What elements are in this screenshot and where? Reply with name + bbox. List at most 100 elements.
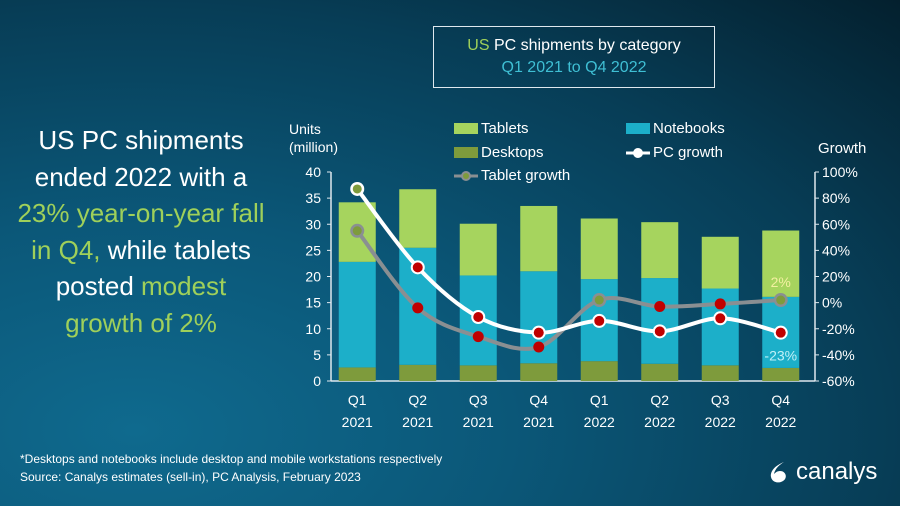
headline-segment: US PC shipments [38,125,244,155]
y2-tick-label: -60% [822,373,855,389]
pc-growth-point-inner [412,262,423,273]
legend-tablet-growth: Tablet growth [454,167,570,184]
y-axis-label: Units (million) [289,120,338,156]
pc-growth-point-inner [352,184,362,194]
chart-title-box: US PC shipments by category Q1 2021 to Q… [433,26,715,88]
legend-label: Notebooks [653,120,725,137]
x-tick-label: 2022 [705,414,736,430]
headline-line: US PC shipments [10,122,272,159]
y2-tick-label: 60% [822,216,850,232]
desktops-swatch [454,147,478,158]
bar-notebooks [338,261,376,368]
bar-desktops [580,361,618,381]
pc-growth-point-inner [533,327,544,338]
legend-label: Desktops [481,144,544,161]
y-tick-label: 40 [305,164,321,180]
bar-tablets [580,218,618,280]
tablet-growth-point-inner [776,295,786,305]
bar-tablets [641,222,679,279]
x-tick-label: Q3 [469,392,488,408]
y2-tick-label: 0% [822,295,842,311]
headline-segment: modest [141,271,227,301]
x-tick-label: Q4 [529,392,548,408]
chart-subtitle: Q1 2021 to Q4 2022 [501,59,647,76]
x-tick-label: 2021 [342,414,373,430]
y-tick-label: 0 [313,373,321,389]
y-tick-label: 10 [305,321,321,337]
bar-tablets [701,236,739,289]
legend-label: Tablet growth [481,167,571,184]
bar-desktops [459,365,497,381]
bar-desktops [701,365,739,381]
tablet-growth-point [533,341,545,353]
data-label: -23% [764,348,797,364]
data-label: 2% [771,274,791,290]
x-tick-label: Q1 [590,392,609,408]
canalys-logo-icon [770,462,786,483]
tablets-swatch [454,123,478,134]
tablet-growth-point-inner [352,226,362,236]
x-tick-label: 2021 [402,414,433,430]
x-tick-label: 2022 [584,414,615,430]
y-tick-label: 20 [305,269,321,285]
tablet-growth-point [654,301,666,313]
x-tick-label: Q4 [771,392,790,408]
bar-tablets [520,205,558,272]
headline-segment: while tablets [100,234,251,265]
x-tick-label: Q2 [650,392,669,408]
tablet-growth-point [412,302,424,314]
y2-axis-label: Growth [818,140,867,157]
y2-tick-label: 40% [822,242,850,258]
headline-segment: posted [55,271,142,301]
logo-text: canalys [796,458,878,485]
x-tick-label: 2022 [644,414,675,430]
bar-tablets [762,230,800,297]
y-tick-label: 5 [313,347,321,363]
y-tick-label: 35 [305,190,321,206]
bar-desktops [520,363,558,381]
bar-desktops [641,363,679,381]
pc-growth-point-inner [654,326,665,337]
headline-line: 23% year-on-year fall [10,195,272,232]
y-tick-label: 15 [305,295,321,311]
footer: *Desktops and notebooks include desktop … [20,450,442,486]
tablet-growth-point-inner [594,295,604,305]
bar-tablets [399,189,437,248]
y2-tick-label: -20% [822,321,855,337]
y-axis-label-line: Units [289,121,321,137]
x-tick-label: 2021 [523,414,554,430]
headline-line: in Q4, while tablets [10,232,272,269]
bar-desktops [399,364,437,381]
title-prefix: US [467,37,490,54]
footnote: *Desktops and notebooks include desktop … [20,452,443,466]
pc-growth-point-inner [594,315,605,326]
bar-desktops [762,367,800,381]
source-note: Source: Canalys estimates (sell-in), PC … [20,470,361,484]
legend-notebooks: Notebooks [626,120,725,137]
headline-segment: in Q4, [31,234,101,265]
y-tick-label: 30 [305,216,321,232]
headline-segment: ended 2022 with a [34,161,248,192]
legend-label: PC growth [653,144,724,161]
headline-segment: growth of 2% [65,307,217,338]
pc-growth-marker-icon [626,147,650,158]
headline-line: growth of 2% [10,305,272,342]
chart-title: PC shipments by category [493,37,681,54]
tablet-growth-marker-icon [454,170,478,181]
y-axis-label-line: (million) [289,139,338,155]
bar-tablets [459,223,497,276]
x-tick-label: Q3 [711,392,730,408]
chart: 0 5 10 15 20 25 30 35 40 -60% -40% -20% 0% 20% 40% 60% 8… [305,164,855,430]
legend-tablets: Tablets [454,120,529,137]
pc-growth-point-inner [775,327,786,338]
bar-notebooks [641,278,679,364]
y-tick-label: 25 [305,242,321,258]
headline-segment: 23% year-on-year fall [17,198,265,228]
x-tick-label: Q1 [348,392,367,408]
y2-tick-label: -40% [822,347,855,363]
tablet-growth-point [472,331,484,343]
headline-line: ended 2022 with a [10,159,272,196]
legend-desktops: Desktops [454,144,544,161]
y2-tick-label: 20% [822,269,850,285]
x-tick-label: 2022 [765,414,796,430]
